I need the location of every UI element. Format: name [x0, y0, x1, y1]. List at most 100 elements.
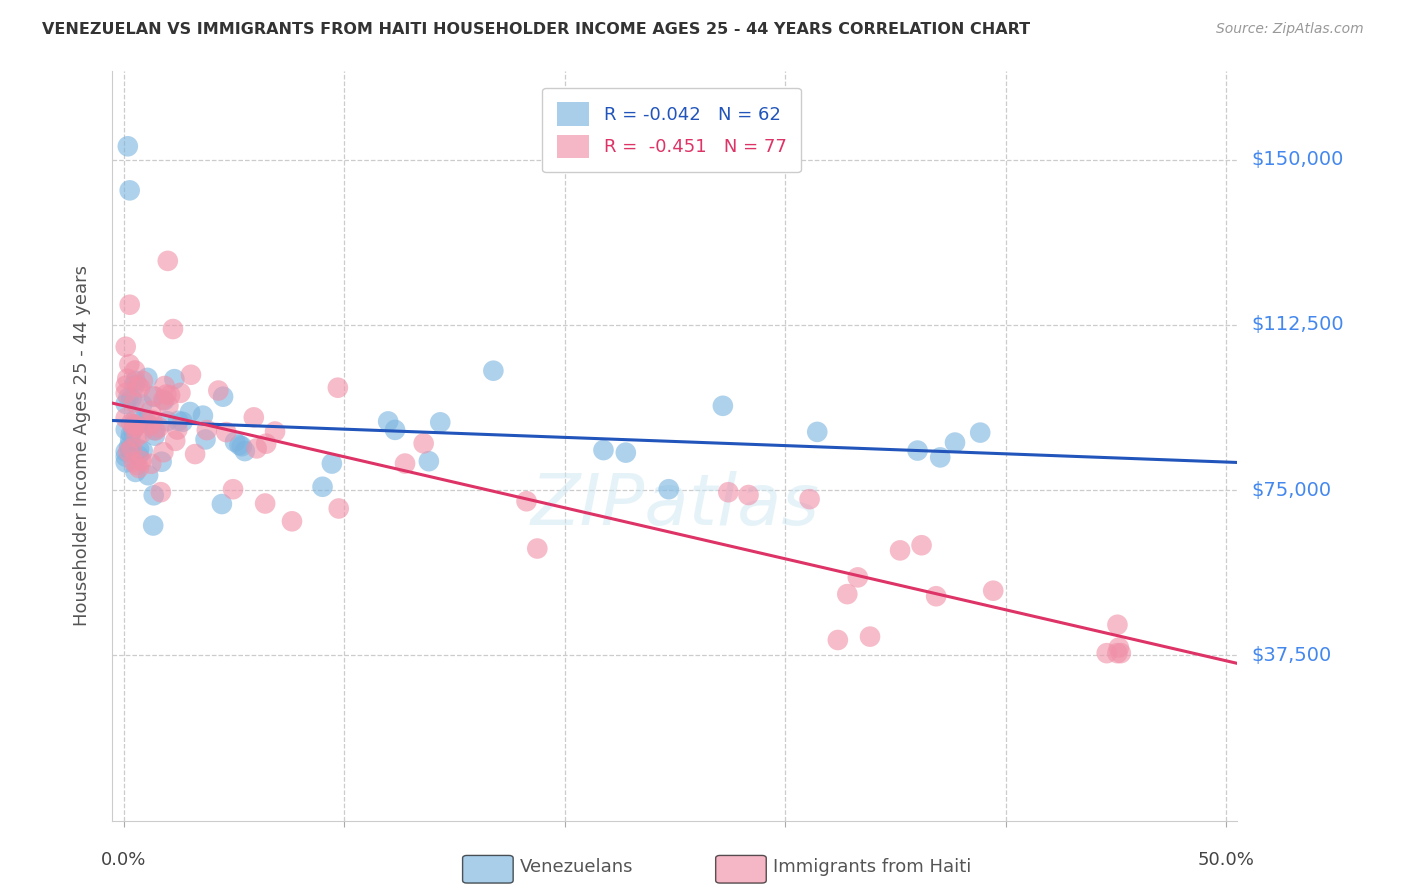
Point: [155, 387, 177, 401]
Point: [149, 485, 172, 500]
Point: [159, 388, 181, 402]
Point: [156, 253, 179, 268]
Point: [328, 501, 350, 516]
Point: [136, 371, 159, 385]
Point: [124, 421, 146, 435]
Text: Immigrants from Haiti: Immigrants from Haiti: [773, 858, 972, 876]
Legend: R = -0.042   N = 62, R =  -0.451   N = 77: R = -0.042 N = 62, R = -0.451 N = 77: [543, 88, 801, 172]
Point: [1107, 617, 1129, 632]
Point: [118, 357, 141, 371]
Point: [143, 389, 166, 403]
Point: [737, 488, 759, 502]
Point: [418, 454, 440, 468]
Point: [806, 425, 828, 439]
Point: [131, 397, 153, 411]
Point: [799, 492, 821, 507]
Point: [925, 589, 948, 603]
Point: [117, 391, 139, 405]
Point: [152, 445, 174, 459]
Point: [143, 428, 166, 442]
Point: [711, 399, 734, 413]
Point: [326, 381, 349, 395]
Point: [233, 444, 256, 458]
Text: VENEZUELAN VS IMMIGRANTS FROM HAITI HOUSEHOLDER INCOME AGES 25 - 44 YEARS CORREL: VENEZUELAN VS IMMIGRANTS FROM HAITI HOUS…: [42, 22, 1031, 37]
Point: [114, 444, 136, 458]
Text: $37,500: $37,500: [1251, 646, 1331, 665]
Point: [156, 414, 179, 428]
Point: [172, 415, 194, 429]
Text: 0.0%: 0.0%: [101, 851, 146, 869]
Point: [211, 497, 233, 511]
Point: [120, 442, 142, 457]
Point: [114, 340, 136, 354]
Point: [194, 433, 217, 447]
Point: [526, 541, 548, 556]
Point: [152, 392, 174, 407]
Point: [124, 413, 146, 427]
Point: [143, 423, 166, 437]
Point: [429, 415, 451, 429]
Point: [114, 386, 136, 401]
Point: [153, 379, 176, 393]
Point: [157, 399, 180, 413]
Point: [124, 374, 146, 388]
Point: [169, 385, 191, 400]
Text: ZIPatlas: ZIPatlas: [530, 472, 820, 541]
Point: [120, 392, 142, 406]
Point: [114, 411, 136, 425]
Text: $112,500: $112,500: [1251, 315, 1344, 334]
Text: $150,000: $150,000: [1251, 150, 1344, 169]
Point: [120, 427, 142, 442]
Point: [117, 139, 139, 153]
Point: [377, 414, 399, 428]
Point: [943, 435, 966, 450]
Point: [128, 461, 150, 475]
Point: [1108, 640, 1130, 655]
Point: [215, 425, 238, 439]
Point: [969, 425, 991, 440]
Point: [142, 390, 165, 404]
Point: [135, 414, 157, 428]
Point: [717, 485, 740, 500]
Point: [515, 494, 537, 508]
Point: [162, 322, 184, 336]
Point: [131, 443, 153, 458]
Point: [311, 480, 333, 494]
Point: [212, 390, 235, 404]
Text: $75,000: $75,000: [1251, 481, 1331, 500]
Point: [889, 543, 911, 558]
Point: [125, 430, 148, 444]
Point: [482, 364, 505, 378]
Point: [145, 423, 167, 437]
Point: [128, 442, 150, 457]
Point: [167, 414, 190, 428]
Point: [141, 457, 163, 471]
Point: [118, 439, 141, 453]
Point: [592, 443, 614, 458]
Point: [121, 442, 143, 456]
Point: [394, 457, 416, 471]
Point: [117, 444, 139, 458]
Point: [129, 380, 152, 394]
Point: [981, 583, 1004, 598]
Point: [125, 458, 148, 472]
Point: [117, 372, 139, 386]
Point: [163, 372, 186, 386]
Point: [118, 183, 141, 197]
Point: [139, 418, 162, 433]
Point: [246, 442, 269, 456]
Point: [142, 518, 165, 533]
Point: [859, 630, 882, 644]
Point: [148, 420, 170, 434]
Point: [120, 417, 142, 431]
Text: Venezuelans: Venezuelans: [520, 858, 634, 876]
Y-axis label: Householder Income Ages 25 - 44 years: Householder Income Ages 25 - 44 years: [73, 266, 91, 626]
Point: [231, 439, 253, 453]
Point: [114, 397, 136, 411]
Point: [124, 417, 146, 432]
Point: [254, 496, 277, 510]
Point: [222, 482, 245, 496]
Point: [929, 450, 952, 465]
Point: [180, 368, 202, 382]
Point: [614, 445, 637, 459]
